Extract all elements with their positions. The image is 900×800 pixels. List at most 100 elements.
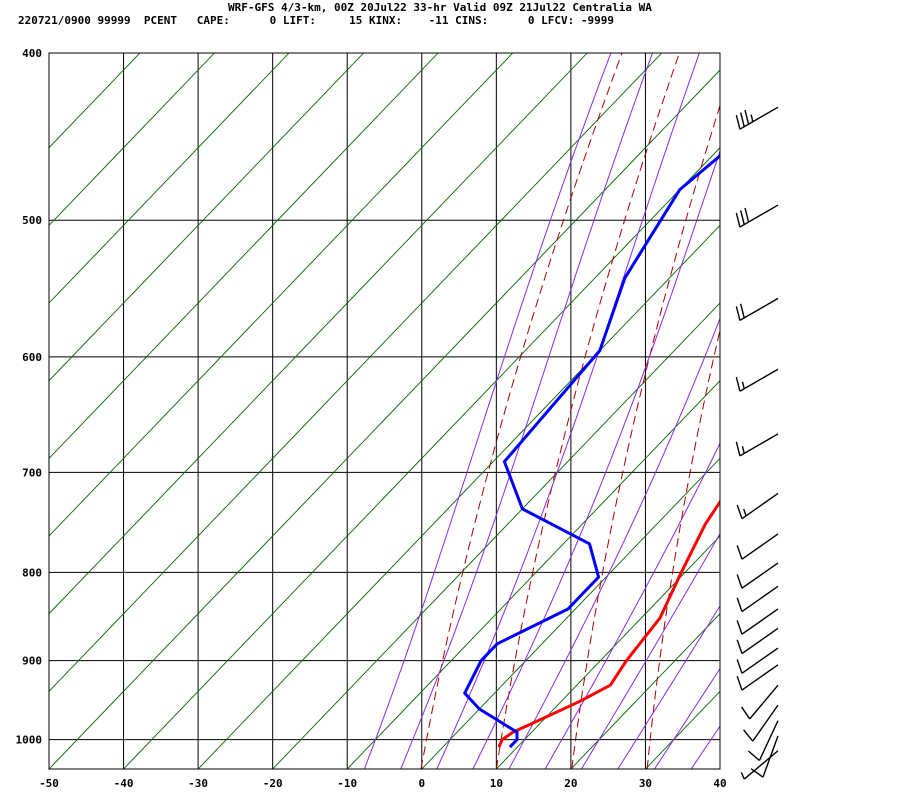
moist-adiabat [436, 53, 700, 769]
dry-adiabat [420, 53, 623, 769]
isotherm-line [49, 53, 663, 692]
sounding-indices-line: 220721/0900 99999 PCENT CAPE: 0 LIFT: 15… [18, 14, 615, 27]
isotherm-line [123, 147, 720, 769]
isotherm-line [49, 53, 514, 537]
barb-flag [736, 545, 743, 560]
y-tick-label: 600 [22, 351, 42, 364]
dry-adiabat [723, 53, 852, 769]
barb-staff [752, 704, 779, 742]
isotherm-line [570, 613, 720, 769]
y-tick-label: 700 [22, 466, 42, 479]
y-tick-label: 500 [22, 214, 42, 227]
barb-flag [736, 659, 743, 674]
wind-barb [736, 585, 779, 613]
dry-adiabat [495, 53, 680, 769]
barb-flag [744, 207, 750, 223]
isotherm-line [49, 69, 720, 769]
barb-half-flag [741, 446, 745, 454]
x-tick-label: 0 [418, 777, 425, 790]
wind-barb [736, 664, 779, 691]
y-tick-label: 400 [22, 47, 42, 60]
isotherm-line [49, 53, 588, 615]
barb-flag [735, 376, 741, 392]
temperature-profile [497, 499, 720, 748]
barb-flag [735, 114, 741, 130]
wind-barb [736, 533, 779, 560]
y-tick-label: 1000 [16, 734, 43, 747]
wind-barb [736, 608, 779, 635]
moist-adiabat [508, 317, 720, 769]
barb-half-flag [743, 508, 747, 517]
wind-barb [736, 627, 779, 655]
moist-adiabat [400, 53, 653, 769]
barb-flag [740, 112, 745, 127]
x-tick-label: -30 [188, 777, 208, 790]
barb-staff [739, 433, 779, 457]
moist-adiabat [544, 442, 720, 769]
barb-flag [736, 504, 743, 519]
x-tick-label: 30 [639, 777, 652, 790]
barb-staff [741, 562, 779, 589]
barb-staff [741, 585, 779, 613]
barb-staff [739, 106, 779, 130]
barb-staff [739, 297, 779, 322]
barb-flag [735, 306, 741, 321]
moist-adiabat [617, 605, 720, 769]
barb-flag [744, 109, 750, 125]
barb-flag [736, 676, 743, 691]
wind-barb [735, 106, 779, 130]
isotherm-line [421, 457, 720, 769]
chart-title: WRF-GFS 4/3-km, 00Z 20Jul22 33-hr Valid … [228, 1, 652, 14]
wind-barb [743, 704, 779, 742]
wind-barbs [735, 106, 779, 780]
isotherm-isobar-grid [48, 52, 721, 769]
wind-barb [736, 647, 779, 674]
moist-adiabat [654, 667, 720, 769]
wind-barb [736, 492, 779, 520]
dry-adiabat [798, 53, 900, 769]
moist-adiabat [363, 53, 612, 769]
x-tick-label: -10 [337, 777, 357, 790]
sounding-profiles [463, 153, 720, 749]
barb-half-flag [741, 381, 745, 389]
barb-flag [740, 210, 745, 225]
wind-barb [740, 684, 779, 720]
isotherm-line [645, 690, 720, 769]
barb-staff [743, 750, 779, 780]
dry-adiabat [646, 327, 720, 769]
isotherm-line [49, 53, 364, 382]
adiabats [49, 53, 900, 769]
isotherm-line [49, 53, 439, 460]
x-tick-label: 40 [713, 777, 726, 790]
wind-barb [735, 204, 779, 228]
wind-barb [735, 368, 779, 392]
wind-barb [735, 433, 779, 457]
dewpoint-profile [463, 153, 720, 749]
x-tick-label: -50 [39, 777, 59, 790]
barb-flag [743, 729, 754, 742]
isotherm-line [197, 224, 720, 769]
axis-ticks: -50 -40 -30 -20 -10 0 10 20 30 40 400 500 600 700 800 9… [16, 47, 727, 790]
wind-barb [747, 720, 779, 762]
x-tick-label: -20 [263, 777, 283, 790]
barb-staff [741, 533, 779, 560]
barb-staff [741, 627, 779, 655]
barb-staff [749, 684, 779, 720]
plot-frame [48, 52, 721, 770]
barb-staff [741, 492, 779, 520]
wind-barb [740, 750, 779, 780]
x-tick-label: 10 [490, 777, 503, 790]
barb-half-flag [750, 114, 754, 122]
y-tick-label: 900 [22, 655, 42, 668]
x-tick-label: -40 [114, 777, 134, 790]
barb-flag [747, 750, 760, 762]
isotherm-line [49, 53, 290, 304]
isotherm-line [496, 535, 720, 769]
barb-flag [736, 639, 743, 654]
barb-flag [735, 212, 741, 228]
y-tick-label: 800 [22, 566, 42, 579]
moist-adiabat [472, 149, 720, 769]
barb-staff [741, 647, 779, 674]
barb-staff [741, 664, 779, 691]
barb-flag [750, 768, 764, 778]
